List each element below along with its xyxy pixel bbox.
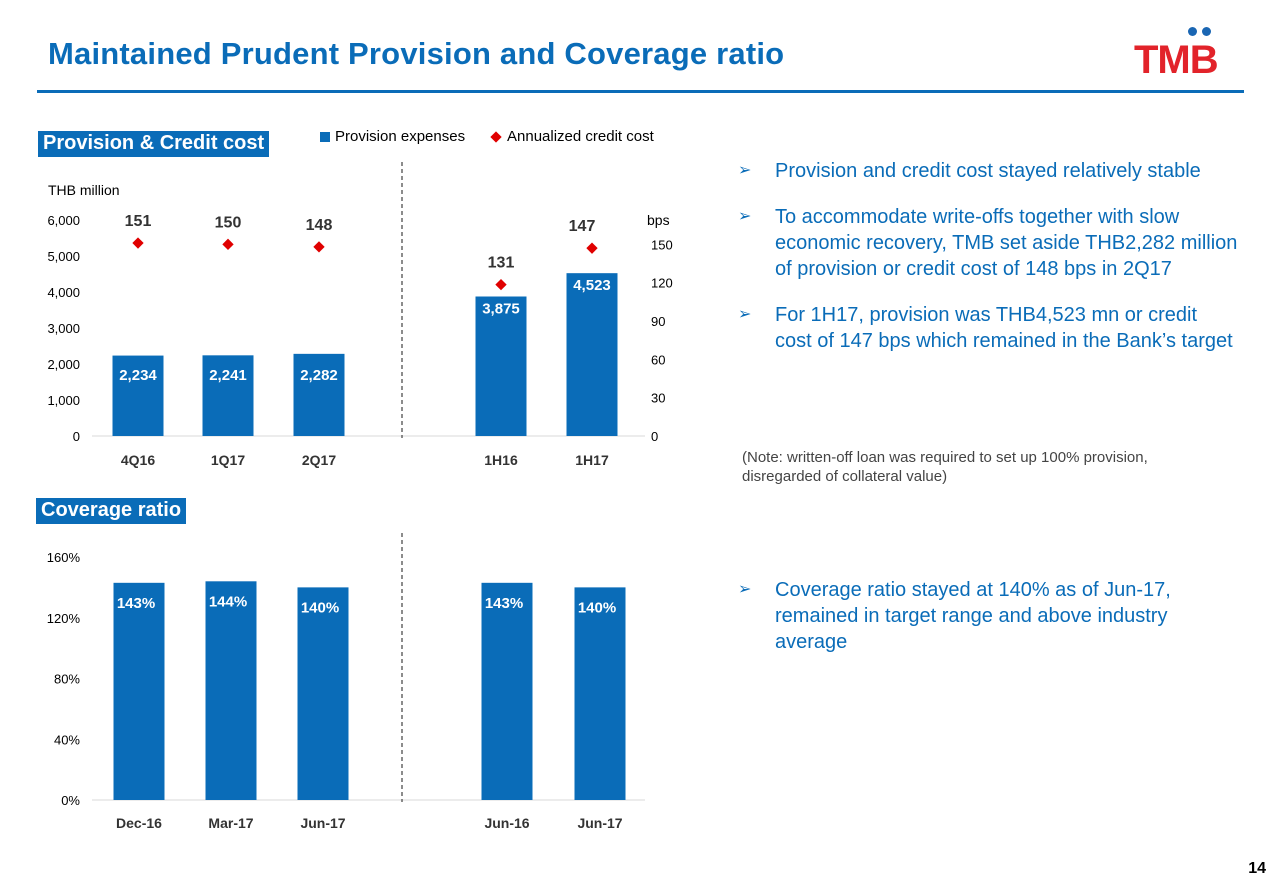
y-tick-label: 6,000 xyxy=(47,213,80,228)
coverage-bar-label: 140% xyxy=(301,599,339,616)
note-text: (Note: written-off loan was required to … xyxy=(742,449,1148,485)
coverage-bar-label: 144% xyxy=(209,593,247,610)
coverage-bar-label: 143% xyxy=(485,595,523,612)
credit-cost-marker xyxy=(132,237,144,249)
provision-bar-label: 3,875 xyxy=(482,301,520,318)
credit-cost-label: 148 xyxy=(306,217,333,234)
bullet-item: ➢ To accommodate write-offs together wit… xyxy=(738,204,1238,282)
legend-bar-swatch xyxy=(320,131,330,142)
y-tick-label: 0% xyxy=(61,793,80,808)
y-tick-label: 2,000 xyxy=(47,357,80,372)
legend-marker-label: Annualized credit cost xyxy=(507,128,654,145)
y-tick-label: 4,000 xyxy=(47,285,80,300)
title-divider xyxy=(37,90,1244,93)
credit-cost-marker xyxy=(495,278,507,291)
coverage-bar xyxy=(205,581,257,800)
coverage-bar xyxy=(113,582,165,800)
provision-section-label: Provision & Credit cost xyxy=(38,131,270,157)
provision-bar xyxy=(293,353,345,436)
bullet-item: ➢ Coverage ratio stayed at 140% as of Ju… xyxy=(738,577,1238,655)
x-category-label: 1H16 xyxy=(484,452,518,468)
coverage-bar xyxy=(297,587,349,800)
logo-dot-icon xyxy=(1188,27,1197,36)
x-category-label: 2Q17 xyxy=(302,452,336,468)
x-category-label: 1H17 xyxy=(575,452,609,468)
credit-cost-marker xyxy=(586,242,598,254)
legend-provision: Provision expenses xyxy=(320,128,465,145)
credit-cost-label: 151 xyxy=(125,213,152,230)
coverage-section-label: Coverage ratio xyxy=(36,498,187,524)
y-tick-label: 1,000 xyxy=(47,393,80,408)
y2-tick-label: 0 xyxy=(651,429,658,444)
page-title: Maintained Prudent Provision and Coverag… xyxy=(48,36,785,71)
y-tick-label: 5,000 xyxy=(47,249,80,264)
credit-cost-label: 131 xyxy=(488,255,515,272)
bullet-text: For 1H17, provision was THB4,523 mn or c… xyxy=(775,304,1233,352)
arrow-bullet-icon: ➢ xyxy=(738,208,752,225)
credit-cost-marker xyxy=(222,238,234,250)
y-tick-label: 40% xyxy=(54,732,80,747)
logo-dot-icon xyxy=(1202,27,1211,36)
provision-bar-label: 2,234 xyxy=(119,367,157,384)
logo-text: TMB xyxy=(1134,38,1219,82)
credit-cost-marker xyxy=(313,241,325,253)
coverage-bar xyxy=(574,587,626,800)
tmb-logo: TMB xyxy=(1134,26,1246,82)
page-number: 14 xyxy=(1248,860,1266,877)
provision-bar xyxy=(475,296,527,436)
y-tick-label: 0 xyxy=(73,429,80,444)
x-category-label: 4Q16 xyxy=(121,452,155,468)
coverage-bar-label: 143% xyxy=(117,595,155,612)
y2-tick-label: 120 xyxy=(651,276,673,291)
legend-credit-cost: Annualized credit cost xyxy=(490,128,654,145)
x-category-label: Dec-16 xyxy=(116,815,162,831)
credit-cost-label: 147 xyxy=(569,218,596,235)
bullets-top: ➢ Provision and credit cost stayed relat… xyxy=(738,158,1238,354)
provision-bar xyxy=(112,355,164,436)
y-tick-label: 80% xyxy=(54,672,80,687)
credit-cost-label: 150 xyxy=(215,214,242,231)
y-tick-label: 3,000 xyxy=(47,321,80,336)
provision-bar xyxy=(202,355,254,436)
units-right: bps xyxy=(647,212,670,228)
bullet-item: ➢ For 1H17, provision was THB4,523 mn or… xyxy=(738,302,1238,354)
y2-tick-label: 150 xyxy=(651,237,673,252)
y2-tick-label: 30 xyxy=(651,391,665,406)
bullets-bottom: ➢ Coverage ratio stayed at 140% as of Ju… xyxy=(738,577,1238,655)
provision-bar xyxy=(566,273,618,436)
y2-tick-label: 60 xyxy=(651,352,665,367)
x-category-label: Mar-17 xyxy=(208,815,253,831)
arrow-bullet-icon: ➢ xyxy=(738,306,752,323)
legend-diamond-icon xyxy=(490,130,502,143)
arrow-bullet-icon: ➢ xyxy=(738,581,752,598)
units-left: THB million xyxy=(48,182,120,198)
y-tick-label: 120% xyxy=(47,611,81,626)
x-category-label: Jun-17 xyxy=(577,815,622,831)
arrow-bullet-icon: ➢ xyxy=(738,162,752,179)
coverage-bar-label: 140% xyxy=(578,599,616,616)
bullet-text: Coverage ratio stayed at 140% as of Jun-… xyxy=(775,579,1171,653)
provision-bar-label: 4,523 xyxy=(573,277,611,294)
x-category-label: Jun-17 xyxy=(300,815,345,831)
provision-chart: 0 1,000 2,000 3,000 4,000 5,000 6,000 0 30 60 90 12… xyxy=(47,162,673,468)
bullet-text: Provision and credit cost stayed relativ… xyxy=(775,160,1201,182)
bullet-item: ➢ Provision and credit cost stayed relat… xyxy=(738,158,1238,184)
legend-bar-label: Provision expenses xyxy=(335,128,466,145)
y2-tick-label: 90 xyxy=(651,314,665,329)
coverage-bar xyxy=(481,582,533,800)
bullet-text: To accommodate write-offs together with … xyxy=(775,206,1238,280)
y-tick-label: 160% xyxy=(47,550,81,565)
x-category-label: Jun-16 xyxy=(484,815,529,831)
x-category-label: 1Q17 xyxy=(211,452,245,468)
provision-bar-label: 2,241 xyxy=(209,367,247,384)
coverage-chart: 0% 40% 80% 120% 160% 143% 144% 140% 143% 140% Dec-… xyxy=(47,530,645,831)
provision-bar-label: 2,282 xyxy=(300,367,338,384)
